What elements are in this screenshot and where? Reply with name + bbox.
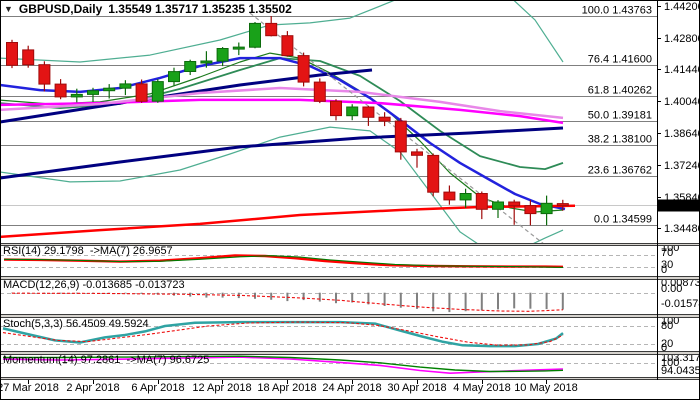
- svg-text:80: 80: [661, 320, 673, 332]
- svg-text:100: 100: [661, 357, 679, 369]
- svg-text:30: 30: [661, 259, 673, 271]
- svg-text:2 Apr 2018: 2 Apr 2018: [66, 382, 119, 394]
- svg-text:1.35502: 1.35502: [662, 201, 700, 213]
- svg-text:0.0 1.34599: 0.0 1.34599: [594, 214, 652, 226]
- momentum-ma-line: [3, 355, 564, 373]
- svg-text:30 Apr 2018: 30 Apr 2018: [387, 382, 446, 394]
- stoch-d-line: [2, 321, 564, 346]
- svg-text:6 Apr 2018: 6 Apr 2018: [131, 382, 184, 394]
- svg-text:12 Apr 2018: 12 Apr 2018: [192, 382, 251, 394]
- svg-text:18 Apr 2018: 18 Apr 2018: [257, 382, 316, 394]
- svg-text:0.00: 0.00: [661, 283, 682, 295]
- svg-text:-0.015789: -0.015789: [661, 298, 700, 310]
- svg-text:50.0 1.39181: 50.0 1.39181: [588, 110, 652, 122]
- bollinger-lower: [0, 126, 564, 243]
- stochastic-label: Stoch(5,3,3) 56.4509 49.5924: [3, 318, 149, 330]
- momentum-label: Momentum(14) 97.2861 ->MA(7) 96.6725: [3, 354, 210, 366]
- svg-text:4 May 2018: 4 May 2018: [453, 382, 510, 394]
- svg-text:100.0 1.43763: 100.0 1.43763: [582, 5, 652, 17]
- stoch-k-line: [2, 320, 564, 348]
- rsi-label: RSI(14) 29.1798 ->MA(7) 26.9657: [3, 245, 173, 257]
- symbol-timeframe-label: GBPUSD,Daily: [18, 2, 103, 16]
- svg-text:61.8 1.40262: 61.8 1.40262: [588, 85, 652, 97]
- svg-text:76.4 1.41600: 76.4 1.41600: [588, 54, 652, 66]
- svg-text:1.40040: 1.40040: [664, 96, 700, 108]
- fib-levels: 100.0 1.43763 76.4 1.41600 61.8 1.40262 50.…: [0, 5, 657, 226]
- macd-label: MACD(12,26,9) -0.013685 -0.013723: [3, 279, 185, 291]
- svg-text:1.37240: 1.37240: [664, 160, 700, 172]
- svg-text:1.44200: 1.44200: [664, 1, 700, 13]
- svg-text:10 May 2018: 10 May 2018: [514, 382, 578, 394]
- svg-text:94.0435: 94.0435: [661, 365, 700, 377]
- title-ohlc-values: 1.35549 1.35717 1.35235 1.35502: [108, 2, 292, 16]
- ma-navy-long: [0, 126, 564, 180]
- svg-text:1.41440: 1.41440: [664, 64, 700, 76]
- svg-text:38.2 1.38100: 38.2 1.38100: [588, 134, 652, 146]
- chart-title: ▼ GBPUSD,Daily 1.35549 1.35717 1.35235 1…: [4, 2, 292, 16]
- ma-navy-short: [0, 68, 373, 124]
- svg-text:0: 0: [661, 342, 667, 354]
- rsi-ma-line: [3, 255, 564, 268]
- svg-text:24 Apr 2018: 24 Apr 2018: [322, 382, 381, 394]
- svg-text:23.6 1.36762: 23.6 1.36762: [588, 165, 652, 177]
- time-axis[interactable]: 27 Mar 2018 2 Apr 2018 6 Apr 2018 12 Apr 20…: [0, 380, 578, 394]
- svg-text:70: 70: [661, 247, 673, 259]
- svg-text:0: 0: [661, 264, 667, 276]
- svg-text:1.42800: 1.42800: [664, 33, 700, 45]
- bollinger-upper: [0, 1, 564, 63]
- svg-text:1.34480: 1.34480: [664, 223, 700, 235]
- svg-text:20: 20: [661, 338, 673, 350]
- svg-text:27 Mar 2018: 27 Mar 2018: [0, 382, 59, 394]
- symbol-dropdown-icon[interactable]: ▼: [4, 4, 13, 14]
- current-price-box: 1.35502: [658, 199, 700, 213]
- candles: [6, 16, 569, 226]
- svg-text:1.38640: 1.38640: [664, 128, 700, 140]
